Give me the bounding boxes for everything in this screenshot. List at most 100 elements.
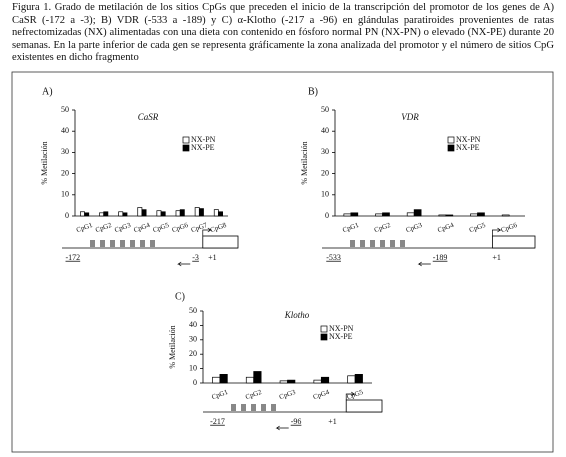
chart-title: CaSR (138, 112, 159, 122)
promoter-label: -533 (326, 253, 341, 262)
transcription-box (345, 399, 383, 413)
y-axis-label: % Metilación (168, 325, 177, 368)
cpg-site (380, 240, 385, 247)
y-tick-label: 0 (325, 211, 329, 220)
y-tick-label: 20 (321, 168, 329, 177)
start-arrow (202, 227, 212, 236)
cpg-site (251, 404, 256, 411)
region-arrow (275, 425, 289, 431)
bar (470, 213, 478, 217)
bar (382, 212, 390, 217)
bar (413, 209, 422, 217)
cpg-site (140, 240, 145, 247)
chart-title: VDR (401, 112, 419, 122)
cpg-site (241, 404, 246, 411)
bar (350, 212, 359, 217)
x-tick-label: CpG3 (405, 221, 424, 234)
y-axis-label: % Metilación (300, 141, 309, 184)
bar (287, 379, 296, 384)
bar (103, 211, 109, 217)
cpg-site (231, 404, 236, 411)
y-tick-label: 50 (61, 105, 69, 114)
y-tick-label: 50 (321, 105, 329, 114)
x-tick-label: CpG2 (94, 221, 113, 234)
cpg-site (370, 240, 375, 247)
bar (118, 211, 124, 217)
legend-label: NX-PE (191, 143, 215, 152)
bar (445, 214, 454, 217)
bar (245, 376, 255, 384)
y-axis-label: % Metilación (40, 141, 49, 184)
x-tick-label: CpG6 (500, 221, 519, 234)
bar (477, 212, 485, 217)
x-tick-label: CpG5 (346, 388, 365, 401)
x-tick-label: CpG5 (152, 221, 171, 234)
bar (213, 209, 219, 217)
bar (175, 210, 181, 217)
promoter-label: -172 (66, 253, 81, 262)
promoter-label: +1 (208, 253, 217, 262)
cpg-site (110, 240, 115, 247)
legend-swatch (182, 136, 190, 144)
cpg-site (100, 240, 105, 247)
bar (343, 213, 352, 217)
promoter-label: -189 (433, 253, 448, 262)
chart-title: Klotho (284, 310, 310, 320)
y-tick-label: 40 (189, 320, 197, 329)
cpg-site (350, 240, 355, 247)
y-tick-label: 0 (65, 211, 69, 220)
y-tick-label: 0 (193, 378, 197, 387)
y-tick-label: 10 (61, 190, 69, 199)
x-tick-label: CpG4 (133, 221, 152, 234)
bar (198, 208, 204, 217)
promoter-label: -96 (291, 417, 302, 426)
legend-swatch (447, 136, 455, 144)
y-tick-label: 30 (189, 335, 197, 344)
cpg-site (261, 404, 266, 411)
legend-label: NX-PN (329, 324, 354, 333)
legend-label: NX-PN (456, 135, 481, 144)
bar (320, 376, 330, 384)
panel-label: B) (308, 86, 318, 97)
bar (212, 376, 221, 384)
transcription-box (202, 235, 239, 249)
figure-frame (11, 71, 554, 453)
y-tick-label: 20 (61, 168, 69, 177)
bar (99, 212, 105, 217)
bar (194, 207, 200, 217)
y-tick-label: 30 (61, 147, 69, 156)
promoter-label: +1 (328, 417, 337, 426)
bar (501, 214, 510, 217)
bar (219, 374, 228, 384)
bar (122, 212, 128, 217)
bar (406, 212, 415, 217)
bar (84, 212, 90, 217)
cpg-site (400, 240, 405, 247)
y-tick-label: 30 (321, 147, 329, 156)
legend-swatch (447, 144, 455, 152)
bar (253, 371, 262, 384)
x-tick-label: CpG1 (75, 221, 94, 234)
bar (438, 214, 447, 217)
y-tick-label: 40 (321, 126, 329, 135)
x-tick-label: CpG4 (312, 388, 331, 401)
bar (156, 210, 162, 217)
cpg-site (390, 240, 395, 247)
legend-swatch (320, 325, 328, 333)
bar (375, 213, 383, 217)
bar (347, 375, 356, 384)
bar (354, 374, 363, 384)
figure-caption: Figura 1. Grado de metilación de los sit… (12, 2, 554, 64)
y-tick-label: 40 (61, 126, 69, 135)
start-arrow (345, 391, 356, 400)
legend-label: NX-PN (191, 135, 216, 144)
y-tick-label: 10 (189, 363, 197, 372)
bar (313, 379, 322, 384)
legend-swatch (320, 333, 328, 341)
y-tick-label: 10 (321, 190, 329, 199)
cpg-site (90, 240, 95, 247)
x-tick-label: CpG4 (436, 221, 455, 234)
transcription-box (491, 235, 536, 249)
